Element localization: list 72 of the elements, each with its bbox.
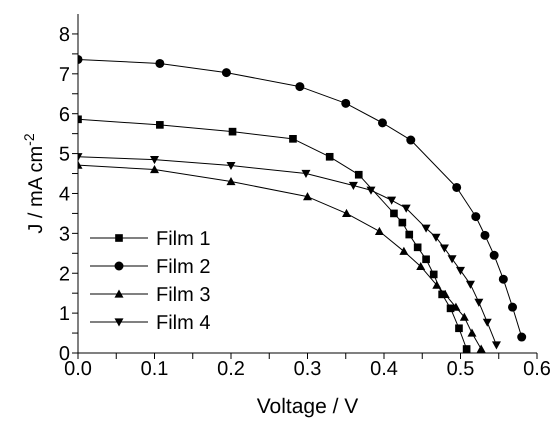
point bbox=[517, 332, 526, 342]
point bbox=[228, 128, 236, 136]
point bbox=[348, 182, 358, 190]
point bbox=[432, 234, 441, 242]
point bbox=[432, 280, 442, 289]
point bbox=[226, 177, 236, 186]
x-tick-label: 0.5 bbox=[446, 358, 474, 380]
point bbox=[399, 246, 408, 255]
point bbox=[402, 204, 411, 213]
point bbox=[467, 328, 476, 337]
point bbox=[374, 226, 384, 235]
x-tick-label: 0.2 bbox=[217, 358, 245, 380]
point bbox=[448, 255, 457, 264]
point bbox=[466, 280, 475, 289]
point bbox=[156, 121, 164, 129]
y-tick-label: 2 bbox=[58, 263, 70, 286]
point bbox=[295, 82, 304, 92]
point bbox=[422, 224, 431, 233]
y-tick-label: 3 bbox=[58, 223, 70, 246]
y-tick-label: 8 bbox=[58, 24, 70, 46]
point bbox=[326, 152, 334, 161]
point bbox=[390, 210, 398, 218]
x-tick-label: 0.1 bbox=[140, 358, 168, 380]
point bbox=[474, 298, 484, 307]
point bbox=[492, 341, 501, 350]
point bbox=[460, 312, 469, 321]
point bbox=[387, 196, 396, 205]
point bbox=[289, 135, 297, 143]
point bbox=[452, 182, 462, 192]
y-tick-label: 5 bbox=[58, 144, 70, 166]
point bbox=[301, 170, 310, 178]
point bbox=[482, 318, 492, 327]
point bbox=[341, 98, 350, 108]
point bbox=[406, 136, 416, 145]
point bbox=[456, 266, 465, 275]
point bbox=[462, 345, 470, 353]
x-tick-label: 0.4 bbox=[370, 358, 398, 380]
x-tick-label: 0.3 bbox=[294, 358, 322, 380]
point bbox=[222, 68, 231, 78]
point bbox=[471, 212, 480, 222]
point bbox=[226, 162, 236, 170]
legend-label: Film 4 bbox=[156, 312, 210, 334]
point bbox=[354, 170, 363, 179]
point bbox=[480, 230, 490, 240]
legend-label: Film 1 bbox=[156, 228, 210, 250]
legend-label: Film 3 bbox=[156, 284, 210, 306]
x-axis-title: Voltage / V bbox=[256, 395, 358, 418]
point bbox=[455, 324, 463, 332]
point bbox=[378, 118, 387, 128]
point bbox=[422, 255, 430, 264]
point bbox=[155, 58, 164, 68]
point bbox=[476, 344, 486, 353]
point bbox=[405, 230, 414, 238]
point bbox=[430, 270, 438, 278]
point bbox=[414, 243, 422, 252]
x-tick-label: 0.6 bbox=[523, 358, 551, 380]
y-tick-label: 1 bbox=[58, 303, 70, 326]
point bbox=[416, 262, 426, 270]
y-tick-label: 4 bbox=[58, 184, 70, 206]
point bbox=[490, 250, 499, 260]
point bbox=[366, 186, 376, 195]
point bbox=[440, 244, 449, 253]
point bbox=[398, 218, 406, 226]
legend-label: Film 2 bbox=[156, 256, 210, 278]
point bbox=[342, 208, 352, 218]
point bbox=[508, 302, 518, 312]
point bbox=[150, 165, 159, 174]
point bbox=[150, 156, 159, 164]
y-tick-label: 6 bbox=[58, 104, 70, 126]
point bbox=[303, 192, 312, 200]
point bbox=[498, 274, 508, 284]
y-tick-label: 7 bbox=[58, 64, 70, 86]
